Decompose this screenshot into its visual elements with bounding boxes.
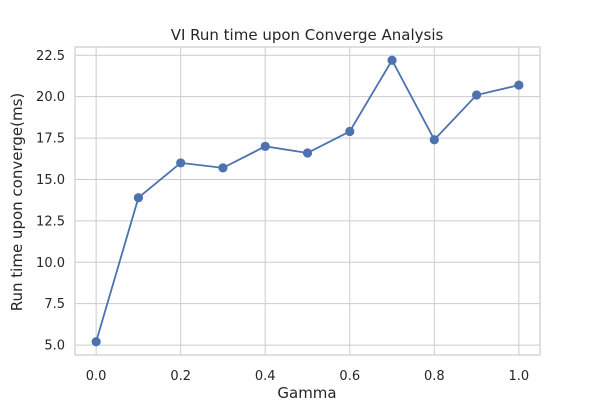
data-point [302,148,313,158]
plot-frame [74,46,541,356]
data-point [218,163,228,173]
x-tick-label: 0.4 [255,369,276,384]
data-point [387,55,397,65]
y-tick-label: 22.5 [36,49,65,64]
data-point [471,90,482,100]
y-tick-labels: 5.0 7.5 10.0 12.5 15.0 17.5 20.0 22.5 [36,49,65,354]
data-point [514,80,524,90]
y-axis-title: Run time upon converge(ms) [8,93,26,312]
data-point [429,135,439,145]
y-tick-label: 10.0 [36,256,65,271]
data-point [260,141,270,151]
grid [75,47,540,355]
x-tick-label: 0.0 [86,369,107,384]
chart-title: VI Run time upon Converge Analysis [171,26,444,44]
series-group [91,55,524,347]
data-point [133,193,144,203]
series-line [95,58,520,343]
y-tick-label: 15.0 [36,173,65,188]
x-tick-label: 1.0 [509,369,530,384]
y-tick-label: 12.5 [36,214,65,229]
data-point [91,337,101,347]
x-tick-label: 0.6 [339,369,360,384]
x-tick-label: 0.2 [170,369,191,384]
data-point [176,158,186,168]
y-tick-label: 5.0 [44,339,65,354]
y-tick-label: 20.0 [36,90,65,105]
data-point [345,126,355,137]
y-tick-label: 7.5 [44,297,65,312]
y-tick-label: 17.5 [36,132,65,147]
x-tick-label: 0.8 [424,369,445,384]
x-tick-labels: 0.0 0.2 0.4 0.6 0.8 1.0 [86,369,529,384]
x-axis-title: Gamma [277,384,336,400]
